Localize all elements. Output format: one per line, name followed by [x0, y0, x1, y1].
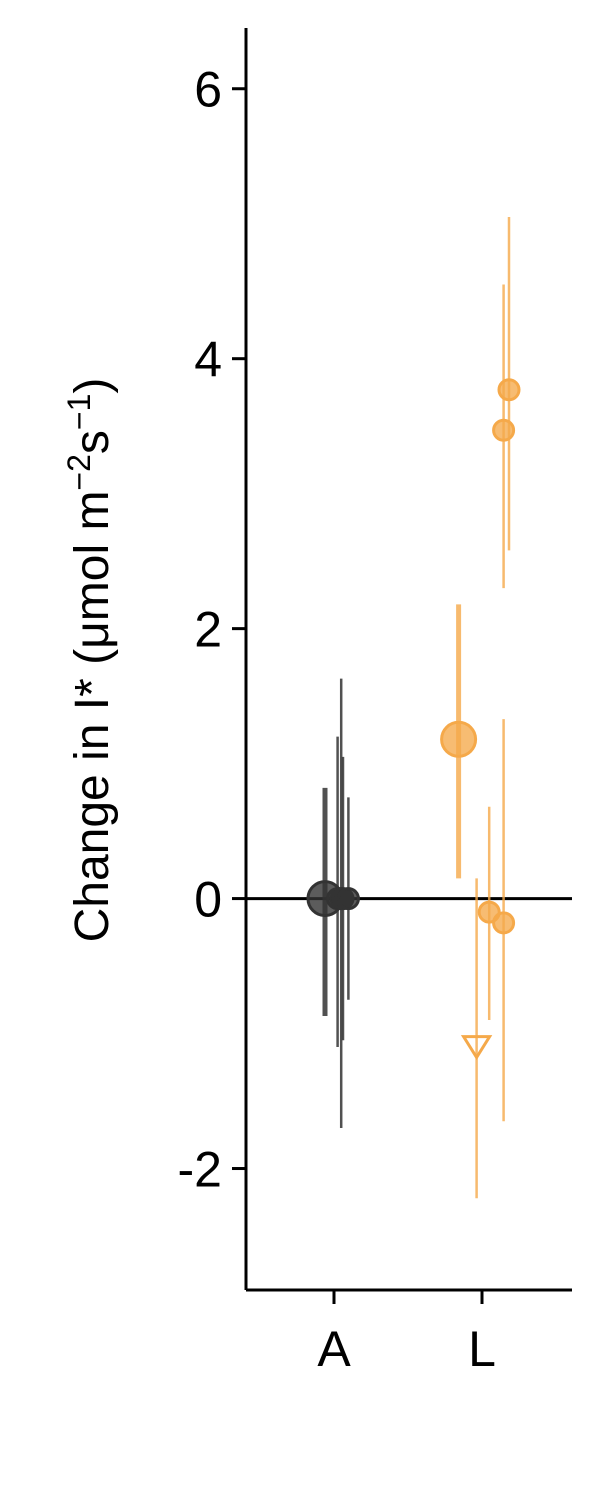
y-axis-label-part: s	[66, 430, 119, 454]
y-tick-label: 6	[194, 62, 222, 118]
data-point	[440, 720, 478, 758]
y-axis-label-superscript: −2	[61, 454, 97, 490]
x-tick-label: L	[468, 1321, 496, 1377]
label-layer: -2 0 2 4 6 A L Change in I* (μmol m−2s−1)	[61, 62, 496, 1377]
data-point	[492, 418, 516, 442]
data-point	[497, 378, 521, 402]
y-tick-label: -2	[178, 1142, 222, 1198]
y-axis-label: Change in I* (μmol m−2s−1)	[61, 378, 119, 943]
y-axis-label-part: Change in I* (μmol m	[66, 491, 119, 943]
y-tick-label: 0	[194, 872, 222, 928]
y-axis-label-superscript: −1	[61, 394, 97, 430]
data-point-triangle	[460, 1035, 493, 1061]
data-point	[336, 887, 360, 911]
y-tick-label: 2	[194, 602, 222, 658]
x-tick-label: A	[317, 1321, 351, 1377]
axes	[232, 28, 572, 1304]
y-axis-label-part: )	[66, 378, 119, 394]
y-tick-label: 4	[194, 332, 222, 388]
data-point	[492, 911, 516, 935]
marker-layer	[306, 378, 521, 1061]
